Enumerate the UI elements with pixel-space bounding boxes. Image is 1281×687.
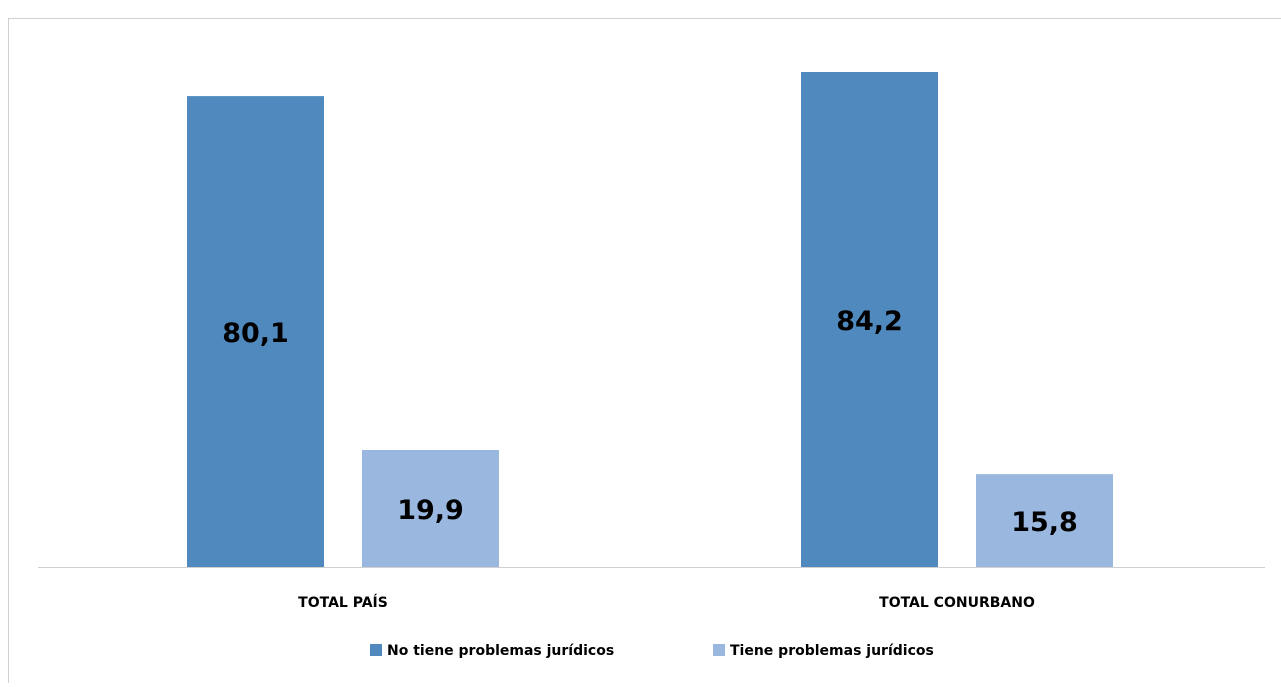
x-tick-label: TOTAL PAÍS	[298, 594, 388, 611]
legend-swatch	[713, 644, 725, 656]
data-label: 15,8	[1011, 507, 1078, 538]
legend-label: No tiene problemas jurídicos	[387, 643, 614, 659]
legend-swatch	[370, 644, 382, 656]
legend-label: Tiene problemas jurídicos	[730, 643, 934, 659]
x-tick-label: TOTAL CONURBANO	[879, 595, 1035, 611]
data-label: 19,9	[397, 495, 464, 526]
data-label: 84,2	[836, 306, 903, 337]
data-label: 80,1	[222, 318, 289, 349]
